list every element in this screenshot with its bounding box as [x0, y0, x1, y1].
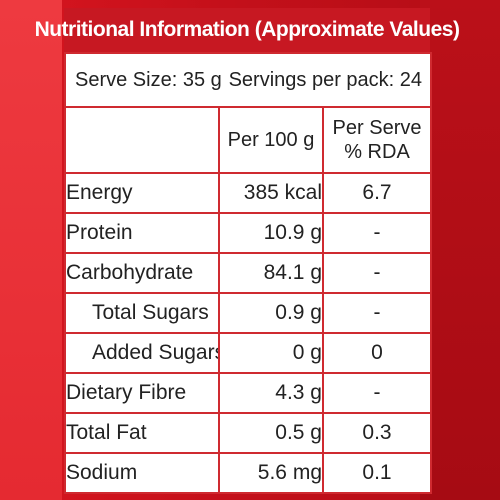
nutrient-name: Protein [64, 212, 220, 254]
header-per-serve-rda: Per Serve % RDA [321, 106, 433, 174]
table-row: Energy 385 kcal 6.7 [64, 172, 433, 214]
header-row: Per 100 g Per Serve % RDA [64, 106, 433, 174]
table-row: Total Sugars 0.9 g - [64, 292, 433, 334]
serve-size: Serve Size: 35 g [75, 68, 222, 91]
nutrition-title: Nutritional Information (Approximate Val… [35, 8, 460, 52]
nutrition-table: Serve Size: 35 g Servings per pack: 24 P… [63, 52, 433, 494]
nutrient-rda: 0.1 [321, 452, 433, 494]
package-left-edge [0, 0, 62, 500]
nutrient-per100: 10.9 g [218, 212, 324, 254]
nutrient-per100: 385 kcal [218, 172, 324, 214]
nutrient-name: Sodium [64, 452, 220, 494]
serving-info-cell: Serve Size: 35 g Servings per pack: 24 [63, 52, 433, 108]
nutrient-rda: 0.3 [321, 412, 433, 454]
nutrient-name: Dietary Fibre [64, 372, 220, 414]
package-right-edge [420, 0, 500, 500]
header-blank [64, 106, 220, 174]
table-row: Dietary Fibre 4.3 g - [64, 372, 433, 414]
header-per-100g: Per 100 g [218, 106, 324, 174]
nutrient-per100: 5.6 mg [218, 452, 324, 494]
nutrient-name: Added Sugars [64, 332, 220, 374]
nutrient-name: Total Sugars [64, 292, 220, 334]
table-row: Protein 10.9 g - [64, 212, 433, 254]
nutrient-per100: 4.3 g [218, 372, 324, 414]
nutrient-rda: - [321, 292, 433, 334]
table-row: Added Sugars 0 g 0 [64, 332, 433, 374]
nutrient-per100: 0.9 g [218, 292, 324, 334]
nutrient-per100: 0.5 g [218, 412, 324, 454]
nutrient-rda: 6.7 [321, 172, 433, 214]
header-rda: % RDA [344, 141, 410, 163]
serving-info-row: Serve Size: 35 g Servings per pack: 24 [63, 52, 433, 108]
nutrient-rda: - [321, 252, 433, 294]
table-row: Sodium 5.6 mg 0.1 [64, 452, 433, 494]
nutrient-rda: - [321, 212, 433, 254]
nutrition-label: Nutritional Information (Approximate Val… [35, 8, 460, 494]
nutrient-per100: 0 g [218, 332, 324, 374]
table-row: Carbohydrate 84.1 g - [64, 252, 433, 294]
header-per-serve: Per Serve [332, 117, 422, 139]
table-row: Total Fat 0.5 g 0.3 [64, 412, 433, 454]
nutrient-rda: - [321, 372, 433, 414]
nutrient-name: Energy [64, 172, 220, 214]
nutrient-name: Carbohydrate [64, 252, 220, 294]
nutrient-name: Total Fat [64, 412, 220, 454]
nutrient-rda: 0 [321, 332, 433, 374]
servings-per-pack: Servings per pack: 24 [228, 68, 423, 91]
nutrient-per100: 84.1 g [218, 252, 324, 294]
